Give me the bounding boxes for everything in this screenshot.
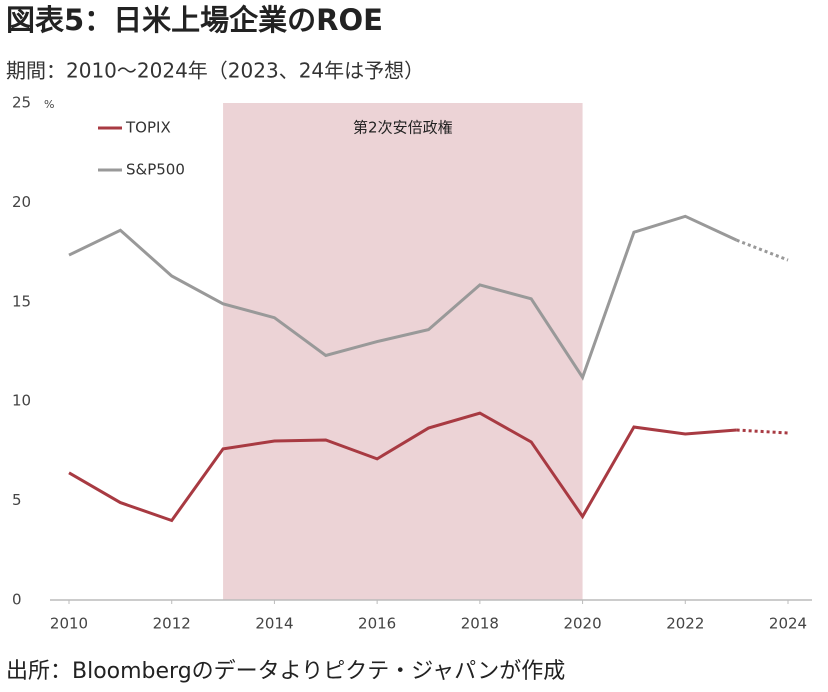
y-tick-label: 5 bbox=[12, 491, 22, 509]
chart-title: 図表5：日米上場企業のROE bbox=[6, 3, 383, 37]
source-note: 出所：Bloombergのデータよりピクテ・ジャパンが作成 bbox=[6, 659, 565, 684]
legend-label: S&P500 bbox=[126, 161, 185, 179]
shade-label: 第2次安倍政権 bbox=[353, 119, 453, 137]
x-tick-label: 2010 bbox=[50, 615, 88, 633]
y-tick-label: 0 bbox=[12, 591, 22, 609]
x-tick-label: 2020 bbox=[563, 615, 601, 633]
shaded-period bbox=[223, 103, 583, 600]
series-line bbox=[68, 214, 738, 381]
y-tick-label: 20 bbox=[12, 193, 31, 211]
series-line bbox=[68, 411, 737, 523]
x-tick-label: 2016 bbox=[358, 615, 396, 633]
forecast-line bbox=[736, 238, 789, 262]
y-tick-label: 25 bbox=[12, 94, 31, 112]
y-unit: % bbox=[44, 98, 54, 111]
legend-label: TOPIX bbox=[125, 119, 171, 137]
x-tick-label: 2018 bbox=[461, 615, 499, 633]
x-tick-label: 2024 bbox=[769, 615, 807, 633]
y-tick-label: 15 bbox=[12, 292, 31, 310]
x-tick-label: 2014 bbox=[255, 615, 293, 633]
x-tick-label: 2022 bbox=[666, 615, 704, 633]
subtitle: 期間：2010～2024年（2023、24年は予想） bbox=[6, 59, 424, 83]
forecast-line bbox=[736, 428, 789, 435]
y-tick-label: 10 bbox=[12, 392, 31, 410]
x-tick-label: 2012 bbox=[153, 615, 191, 633]
